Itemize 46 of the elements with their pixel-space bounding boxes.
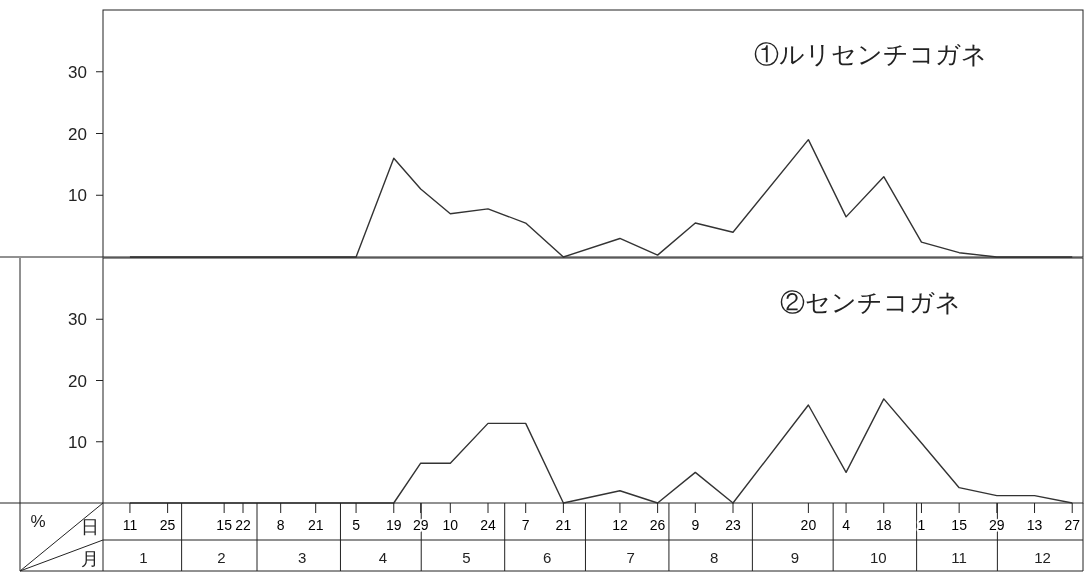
x-tick-label: 19 [385,517,402,533]
x-tick-label: 20 [800,517,817,533]
y-tick-label: 20 [68,371,87,391]
y-tick-label: 30 [68,62,87,82]
x-tick-label: 25 [159,517,176,533]
x2-tick-label: 1 [139,549,148,566]
x2-tick-label: 8 [709,549,719,566]
x-tick-label: 26 [649,517,666,533]
x2-tick-label: 11 [951,549,967,566]
x-tick-label: 5 [352,517,361,533]
x-tick-label: 7 [521,517,530,533]
x-tick-label: 21 [555,517,572,533]
y-tick-label: 30 [68,310,87,330]
x2-tick-label: 9 [790,549,800,566]
y-tick-label: 20 [68,124,87,144]
x-tick-label: 22 [235,517,251,533]
x2-tick-label: 10 [870,549,887,566]
x-tick-label: 10 [442,517,459,533]
x2-axis-title: 月 [81,549,99,569]
y-tick-label: 10 [68,186,87,206]
y-axis-title: % [30,512,46,531]
x-tick-label: 18 [875,517,892,533]
x-tick-label: 1 [917,517,926,533]
y-tick-label: 10 [68,432,87,452]
x2-tick-label: 4 [378,549,388,566]
x-tick-label: 15 [951,517,968,533]
x-tick-label: 27 [1064,517,1081,533]
x-tick-label: 21 [307,517,324,533]
x-tick-label: 8 [276,517,285,533]
x2-tick-label: 12 [1034,549,1051,566]
x-tick-label: 9 [691,517,700,533]
x-tick-label: 23 [725,517,741,533]
x2-tick-label: 7 [626,549,635,566]
x-tick-label: 4 [842,517,851,533]
x-tick-label: 15 [216,517,233,533]
x2-tick-label: 6 [543,549,552,566]
x-tick-label: 13 [1026,517,1043,533]
x2-tick-label: 2 [217,549,226,566]
x-tick-label: 12 [612,517,628,533]
x2-tick-label: 5 [462,549,471,566]
x-tick-label: 24 [480,517,496,533]
text: ②センチコガネ [779,288,961,316]
x-tick-label: 11 [122,517,138,533]
x-axis-title: 日 [81,517,99,537]
x2-tick-label: 3 [298,549,307,566]
text: ①ルリセンチコガネ [753,40,987,68]
